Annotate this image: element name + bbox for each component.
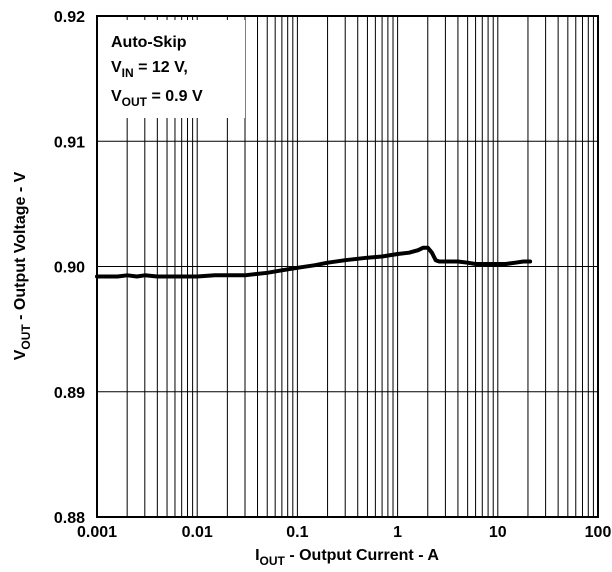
series-group bbox=[95, 245, 533, 279]
x-tick-label: 0.1 bbox=[286, 524, 308, 541]
x-tick-label: 1 bbox=[393, 524, 402, 541]
x-tick-label: 10 bbox=[489, 524, 507, 541]
series-line bbox=[95, 245, 533, 279]
y-axis-label: VOUT - Output Voltage - V bbox=[12, 171, 33, 360]
x-axis-label: IOUT - Output Current - A bbox=[255, 547, 439, 568]
x-tick-labels: 0.001 0.01 0.1 1 10 100 bbox=[77, 524, 611, 541]
x-tick-label: 0.01 bbox=[182, 524, 213, 541]
y-tick-label: 0.88 bbox=[54, 510, 85, 527]
y-tick-label: 0.91 bbox=[54, 134, 85, 151]
annotation-line-1: Auto-Skip bbox=[111, 34, 187, 51]
y-tick-label: 0.89 bbox=[54, 385, 85, 402]
annotation-box bbox=[100, 20, 245, 118]
annotation-line-2: VIN = 12 V, bbox=[111, 59, 188, 80]
annotation-line-3: VOUT = 0.9 V bbox=[111, 88, 203, 109]
plot-frame bbox=[96, 15, 599, 518]
y-tick-label: 0.92 bbox=[54, 9, 85, 26]
y-tick-labels: 0.88 0.89 0.90 0.91 0.92 bbox=[54, 9, 85, 527]
x-tick-label: 0.001 bbox=[77, 524, 117, 541]
y-tick-label: 0.90 bbox=[54, 260, 85, 277]
x-tick-label: 100 bbox=[585, 524, 612, 541]
